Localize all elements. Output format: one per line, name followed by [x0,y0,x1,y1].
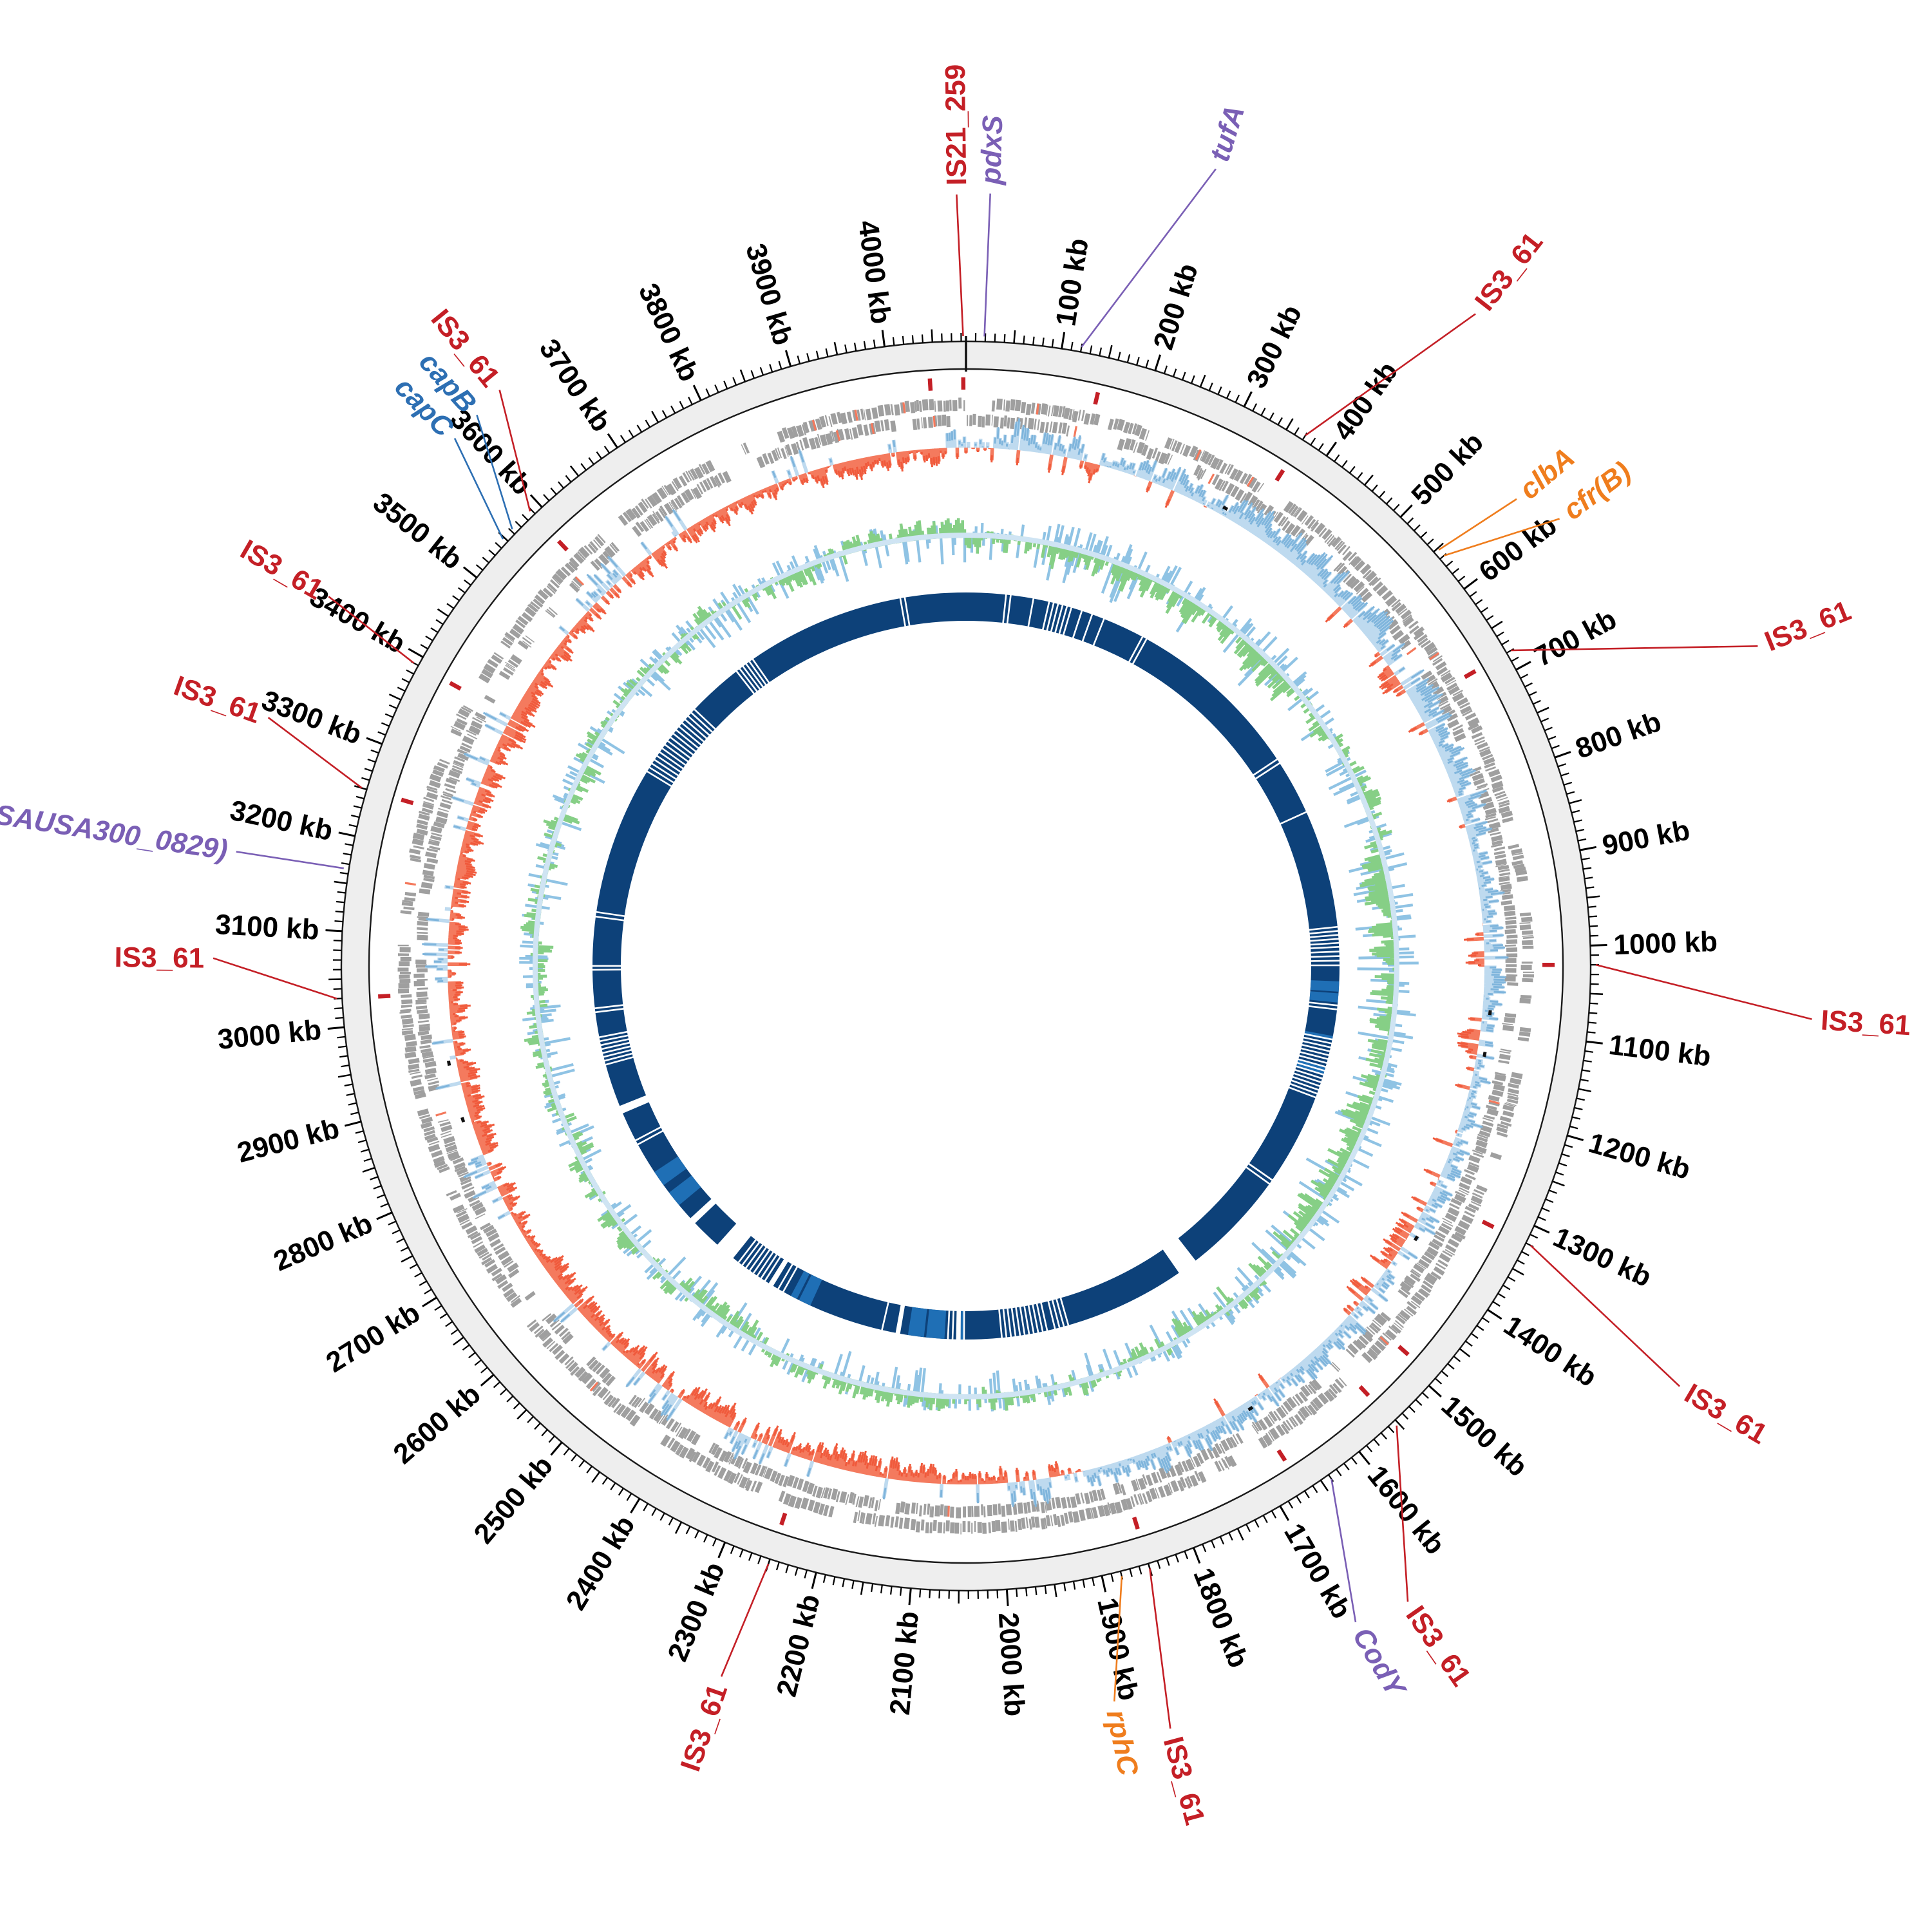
tick-label: 1700 kb [1278,1519,1358,1624]
tick-label: 3000 kb [216,1014,323,1056]
tick-label: 2300 kb [661,1558,731,1666]
tick-label: 2500 kb [468,1450,559,1549]
tick-label: 3500 kb [367,486,468,576]
tick-label: 3700 kb [533,334,618,437]
gene-label: IS3_61 [674,1680,734,1776]
gene-label: IS3_61 [235,534,328,606]
tick-label: 300 kb [1240,300,1308,393]
track-blk [446,506,1492,1412]
gene-label: rphC [1100,1707,1144,1779]
tick-label: 1500 kb [1435,1390,1534,1483]
gene-label: IS3_61 [1679,1378,1772,1450]
label-leader-line [1113,1576,1123,1702]
track-skP [424,421,1507,1506]
tick-label: 2600 kb [388,1378,487,1470]
tick-label: 3900 kb [739,240,799,349]
label-leader-line [267,717,363,789]
label-leader-line [983,193,991,337]
tick-label: 2000 kb [992,1611,1030,1717]
gene-label: IS3_61 [1760,595,1855,658]
label-leader-line [236,851,344,869]
tick-label: 2400 kb [560,1510,641,1615]
gene-label: _(SAUSA300_0829) [0,795,230,866]
coverage-covS [591,593,1341,1341]
label-leader-line [1595,963,1812,1020]
coverage-ring [592,592,1340,1340]
tick-label: 900 kb [1600,814,1692,862]
gene-label: IS3_61 [1157,1733,1211,1828]
label-leader-line [1331,1479,1357,1623]
tick-label: 1600 kb [1361,1460,1452,1560]
tick-label: 2700 kb [321,1297,426,1379]
tick-label: 4000 kb [852,218,897,325]
label-leader-line [213,957,337,999]
gene-label: IS3_61 [1820,1005,1911,1042]
tick-label: 2100 kb [884,1610,925,1716]
tick-label: 2200 kb [771,1591,826,1700]
tick-label: 100 kb [1050,236,1094,328]
tick-marks [328,329,1604,1604]
tick-marks [332,332,1599,1600]
gene-label: IS3_61 [1399,1600,1477,1692]
gene-labels-layer: IS21_259 pdxS tufAIS3_61clbAcfr(B)IS3_61IS… [0,64,1911,1828]
label-leader-line [1305,313,1476,437]
label-leader-line [453,438,504,540]
gene-label: IS3_61 [1469,227,1549,317]
tick-label: 1300 kb [1548,1221,1656,1293]
tick-label: 3800 kb [632,279,705,386]
tick-label: 3200 kb [227,795,336,848]
track-cdsHi [404,402,1500,1517]
label-leader-line [1443,518,1560,557]
track-skNe [450,448,1483,1484]
annotation-tracks [397,397,1534,1535]
label-leader-line [1081,168,1217,348]
coverage-covG [618,1094,1197,1341]
label-leader-line [498,390,531,512]
tick-label: 1400 kb [1498,1309,1602,1393]
label-leader-line [328,596,415,664]
tick-label: 800 kb [1571,706,1665,765]
label-leader-line [1438,498,1517,551]
tick-label: 700 kb [1529,603,1622,673]
tick-label: 2800 kb [269,1208,377,1278]
label-leader-line [956,194,964,337]
is-marker-track [378,377,1555,1530]
label-leader-line [476,415,513,530]
tick-label: 200 kb [1148,260,1204,353]
tick-label: 1000 kb [1613,926,1718,961]
gene-label: IS3_61 [114,942,204,974]
gene-label: CodY [1347,1622,1413,1704]
gene-label: pdxS [975,115,1009,185]
track-skPe [422,418,1509,1507]
tick-label: 3300 kb [258,685,366,751]
label-leader-line [1396,1425,1409,1602]
gene-label: IS3_61 [170,670,265,730]
tick-label: 1100 kb [1607,1029,1713,1073]
gene-label: IS21_259 [940,64,972,185]
track-cdsF [397,397,1534,1535]
label-leader-line [1530,1244,1680,1387]
tick-label: 400 kb [1327,356,1404,446]
label-leader-line [720,1564,770,1677]
tick-label: 1200 kb [1585,1127,1694,1186]
tick-label: 2900 kb [234,1112,343,1169]
tick-label: 1800 kb [1187,1564,1255,1672]
gene-label: tufA [1204,102,1251,166]
tick-label: 3100 kb [214,909,320,946]
track-gcGi [537,537,1395,1394]
track-skN [447,448,1485,1485]
label-leader-line [1149,1568,1171,1729]
tick-label: 500 kb [1405,426,1490,511]
label-leader-line [1511,645,1758,652]
tick-marks [325,330,1607,1606]
